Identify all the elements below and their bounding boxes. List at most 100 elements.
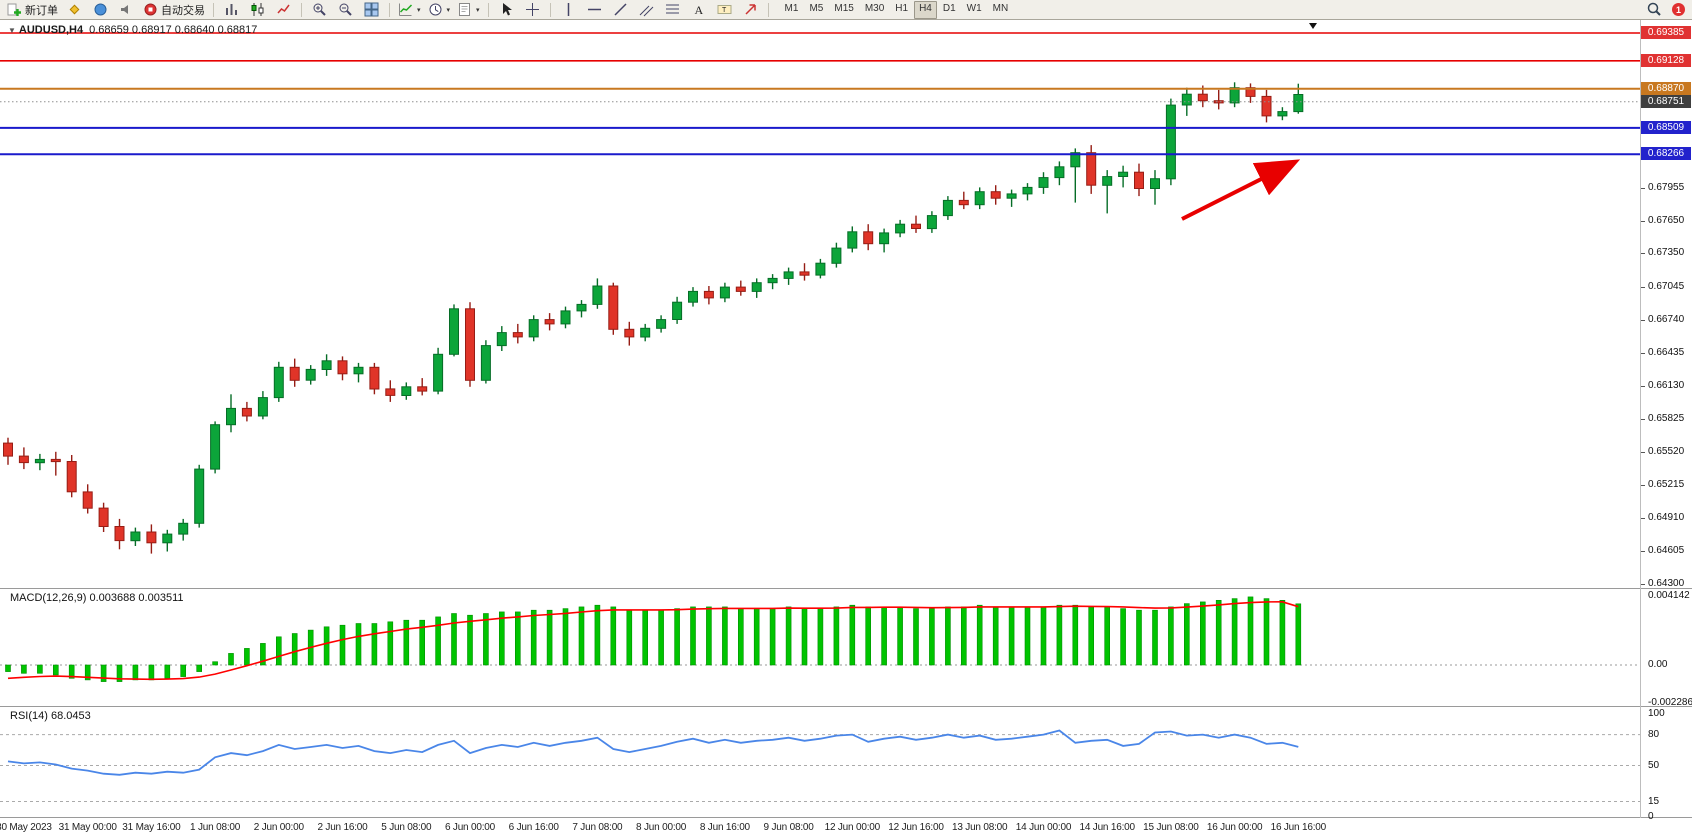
fibonacci-button[interactable] — [660, 1, 685, 19]
collapse-icon[interactable]: ▼ — [8, 26, 16, 35]
new-order-button[interactable]: 新订单 — [4, 1, 61, 19]
text-label-button[interactable]: T — [712, 1, 737, 19]
symbol-period-label: AUDUSD,H4 — [18, 24, 84, 36]
time-label: 2 Jun 16:00 — [317, 822, 368, 833]
text-label-icon: T — [717, 2, 732, 17]
price-line-label-box: 0.68870 — [1641, 82, 1691, 95]
price-axis[interactable]: 0.67955 0.67650 0.67350 0.67045 0.66740 0.664… — [1641, 0, 1692, 839]
macd-histogram — [5, 596, 1302, 682]
price-tick — [1641, 353, 1645, 354]
macd-name: MACD(12,26,9) — [10, 592, 87, 604]
candlestick-button[interactable] — [245, 1, 270, 19]
vertical-line-button[interactable] — [556, 1, 581, 19]
indicators-icon — [398, 2, 413, 17]
line-chart-icon — [276, 2, 291, 17]
price-tick — [1641, 485, 1645, 486]
line-chart-button[interactable] — [271, 1, 296, 19]
toolbar-separator — [549, 2, 551, 17]
macd-scale-label: 0.00 — [1648, 659, 1668, 670]
time-label: 13 Jun 08:00 — [951, 822, 1008, 833]
price-tick — [1641, 188, 1645, 189]
time-label: 14 Jun 00:00 — [1015, 822, 1072, 833]
rsi-scale-label: 100 — [1648, 708, 1665, 719]
rsi-label: RSI(14) 68.0453 — [10, 710, 91, 722]
tile-windows-button[interactable] — [359, 1, 384, 19]
dropdown-caret: ▾ — [417, 6, 421, 14]
autotrading-icon — [143, 2, 158, 17]
timeframe-M1[interactable]: M1 — [784, 2, 799, 14]
market-icon — [93, 2, 108, 17]
candles — [3, 82, 1304, 554]
toolbar-separator — [487, 2, 489, 17]
timeframe-H4[interactable]: H4 — [914, 0, 937, 19]
trendline-icon — [613, 2, 628, 17]
arrow-tools-button[interactable] — [738, 1, 763, 19]
zoom-in-icon — [312, 2, 327, 17]
toolbar-separator — [389, 2, 390, 17]
bar-chart-icon — [224, 2, 239, 17]
main-chart-canvas[interactable] — [0, 20, 1640, 588]
sounds-button[interactable] — [114, 1, 139, 19]
price-line-label-box: 0.69128 — [1641, 54, 1691, 67]
templates-button[interactable]: ▾ — [454, 1, 483, 19]
macd-canvas[interactable] — [0, 589, 1640, 706]
time-label: 12 Jun 00:00 — [824, 822, 881, 833]
cursor-button[interactable] — [494, 1, 519, 19]
price-line-label-box: 0.69385 — [1641, 26, 1691, 39]
timeframe-M30[interactable]: M30 — [864, 2, 885, 14]
bar-chart-button[interactable] — [219, 1, 244, 19]
svg-text:T: T — [722, 7, 727, 14]
horizontal-line-icon — [587, 2, 602, 17]
time-label: 15 Jun 08:00 — [1143, 822, 1199, 833]
periods-icon — [428, 2, 443, 17]
time-label: 6 Jun 16:00 — [508, 822, 559, 833]
timeframe-W1[interactable]: W1 — [966, 2, 982, 14]
price-tick — [1641, 386, 1645, 387]
zoom-out-button[interactable] — [333, 1, 358, 19]
market-button[interactable] — [88, 1, 113, 19]
zoom-in-button[interactable] — [307, 1, 332, 19]
text-button[interactable]: A — [686, 1, 711, 19]
tile-windows-icon — [364, 2, 379, 17]
rsi-value: 68.0453 — [50, 710, 91, 722]
timeframe-M15[interactable]: M15 — [834, 2, 854, 14]
horizontal-line-button[interactable] — [582, 1, 607, 19]
price-tick-label: 0.67350 — [1648, 247, 1685, 258]
price-tick-label: 0.64300 — [1648, 578, 1685, 589]
metaeditor-button[interactable] — [62, 1, 87, 19]
macd-values: 0.003688 0.003511 — [89, 592, 184, 604]
horizontal-lines[interactable] — [0, 32, 1640, 156]
rsi-scale-label: 0 — [1648, 811, 1654, 822]
rsi-canvas[interactable] — [0, 707, 1640, 817]
crosshair-button[interactable] — [520, 1, 545, 19]
price-line-label-box: 0.68266 — [1641, 147, 1691, 160]
price-tick-label: 0.66740 — [1648, 314, 1685, 325]
periods-button[interactable]: ▾ — [425, 1, 454, 19]
indicators-button[interactable]: ▾ — [395, 1, 424, 19]
chart-shift-marker[interactable] — [1309, 23, 1317, 29]
arrow-tools-icon — [743, 2, 758, 17]
time-label: 6 Jun 00:00 — [444, 822, 496, 833]
search-icon — [1647, 2, 1662, 17]
toolbar-groups: 新订单 自动交易 ▾ ▾ ▾ A T M1 M5 M15 M30 H1 H4 D1 W1 MN — [4, 0, 1013, 19]
search-button[interactable] — [1642, 1, 1667, 19]
timeframe-D1[interactable]: D1 — [942, 2, 956, 14]
notification-badge[interactable]: 1 — [1672, 3, 1685, 16]
time-axis[interactable]: 30 May 2023 31 May 00:00 31 May 16:00 1 Jun… — [0, 818, 1692, 839]
timeframe-MN[interactable]: MN — [992, 2, 1009, 14]
price-tick — [1641, 253, 1645, 254]
timeframe-H1[interactable]: H1 — [895, 2, 909, 14]
timeframe-M5[interactable]: M5 — [809, 2, 824, 14]
autotrading-button[interactable]: 自动交易 — [140, 1, 208, 19]
svg-text:A: A — [694, 3, 703, 17]
zoom-out-icon — [338, 2, 353, 17]
trend-arrow-annotation[interactable] — [1181, 159, 1301, 221]
time-label: 1 Jun 08:00 — [190, 822, 241, 833]
candlestick-icon — [250, 2, 265, 17]
macd-panel-divider — [0, 588, 1692, 589]
price-tick-label: 0.64910 — [1648, 512, 1685, 523]
trendline-button[interactable] — [608, 1, 633, 19]
channel-button[interactable] — [634, 1, 659, 19]
price-tick — [1641, 551, 1645, 552]
